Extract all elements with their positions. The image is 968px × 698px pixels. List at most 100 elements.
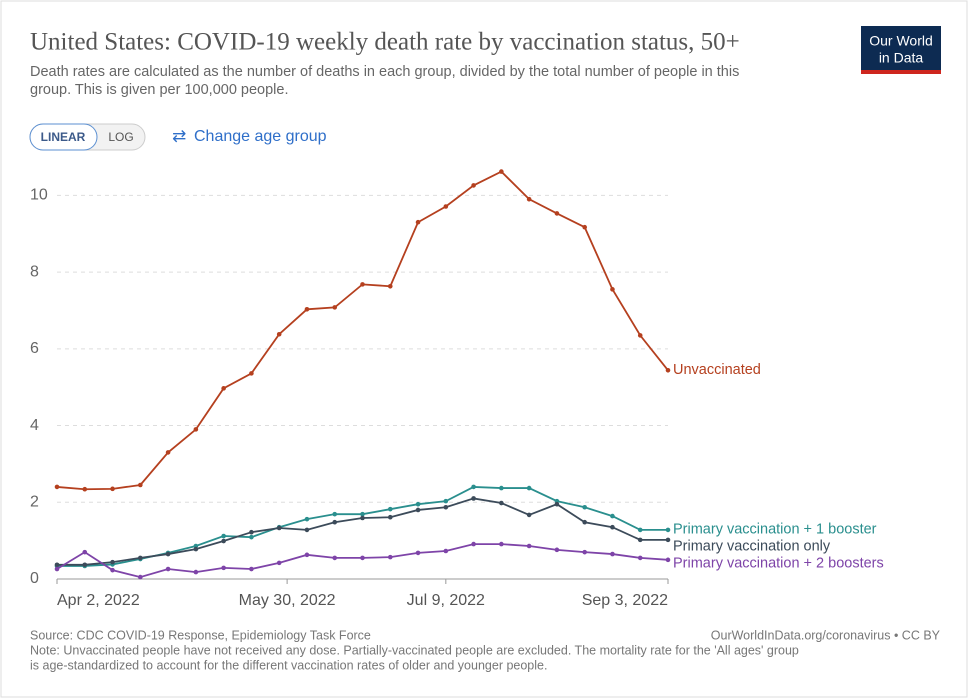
data-point [276,560,282,566]
data-point [110,567,115,573]
data-point [554,211,560,216]
y-tick-label: 0 [30,570,39,587]
data-point [138,555,143,561]
data-point [582,224,587,230]
data-point [471,496,476,501]
data-point [415,507,421,513]
data-point [360,515,365,521]
data-point [221,386,226,391]
data-point [665,527,671,533]
data-point [415,501,421,507]
data-point [82,486,88,492]
data-point [443,504,449,510]
data-point [249,371,254,376]
data-point [637,333,643,338]
data-point [526,512,532,518]
data-point [443,498,449,504]
data-point [304,307,310,312]
data-point [610,524,615,530]
data-point [637,527,643,533]
data-point [110,559,115,565]
data-point [332,519,338,525]
data-point [82,549,88,555]
data-point [165,551,171,557]
data-point [387,554,393,560]
data-point [193,427,199,432]
data-point [54,562,60,568]
data-point [249,529,254,535]
logo-text: Our World [869,33,933,49]
data-point [582,504,587,510]
data-point [360,511,365,517]
data-point [582,549,587,555]
data-point [665,368,671,373]
logo [861,26,941,72]
data-point [193,546,199,552]
chart-title: United States: COVID-19 weekly death rat… [30,29,740,56]
data-point [360,555,365,561]
linear-label[interactable]: LINEAR [41,130,86,144]
data-point [165,566,171,572]
data-point [110,486,115,492]
data-point [387,506,393,512]
data-point [54,566,60,572]
note: Note: Unvaccinated people have not recei… [30,643,799,657]
x-tick-label: May 30, 2022 [239,592,336,609]
data-point [138,574,143,580]
data-point [554,501,560,507]
data-point [304,552,310,558]
data-point [387,283,393,289]
data-point [332,555,338,561]
data-point [387,514,393,520]
url: OurWorldInData.org/coronavirus • CC BY [711,628,941,642]
data-point [304,516,310,522]
data-point [443,204,449,209]
linear-button[interactable] [29,123,98,151]
change-age-button[interactable]: Change age group [194,128,327,145]
swap-icon[interactable]: ⇄ [172,126,186,145]
data-point [610,551,615,557]
data-point [165,450,171,455]
data-point [665,537,671,543]
data-point [637,537,643,543]
data-point [499,541,504,547]
note: is age-standardized to account for the d… [30,658,547,672]
data-point [276,525,282,531]
data-point [304,527,310,533]
data-point [526,543,532,549]
data-point [471,183,476,188]
data-point [415,219,421,225]
data-point [360,282,365,287]
legend-label: Primary vaccination + 1 booster [673,522,877,538]
data-point [332,305,338,310]
data-point [276,331,282,337]
data-point [54,484,60,490]
log-label[interactable]: LOG [108,130,133,144]
data-point [221,538,226,544]
data-point [82,562,88,568]
subtitle: Death rates are calculated as the number… [30,64,739,80]
x-tick-label: Apr 2, 2022 [57,592,140,609]
data-point [443,548,449,554]
data-point [499,500,504,506]
data-point [471,484,476,490]
source: Source: CDC COVID-19 Response, Epidemiol… [30,628,371,642]
data-point [610,513,615,519]
data-point [499,485,504,491]
legend-label: Primary vaccination only [673,539,831,555]
data-point [665,557,671,563]
logo-text: in Data [879,50,924,66]
x-tick-label: Jul 9, 2022 [407,592,485,609]
data-point [582,519,587,525]
data-point [526,196,532,202]
data-point [249,534,254,540]
data-point [249,566,254,572]
data-point [554,547,560,553]
y-tick-label: 2 [30,493,39,510]
data-point [221,565,226,571]
logo-bar [861,70,941,74]
legend-label: Unvaccinated [673,362,761,378]
data-point [332,511,338,517]
